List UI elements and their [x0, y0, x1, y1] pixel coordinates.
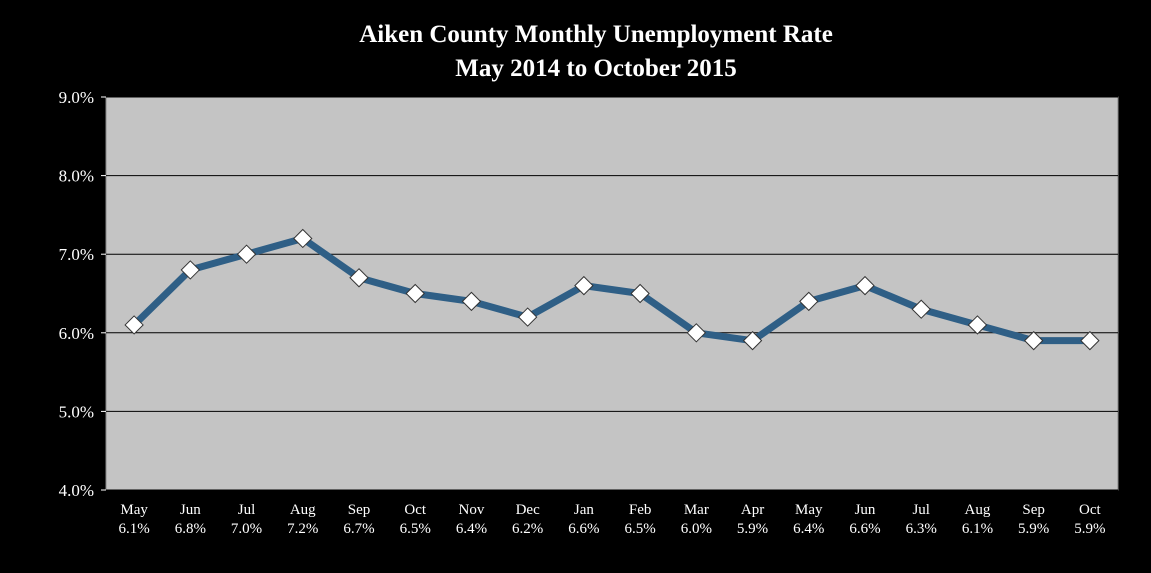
x-tick-label: Sep: [1022, 502, 1045, 518]
x-tick-label: May: [795, 502, 823, 518]
value-label: 6.5%: [624, 521, 655, 537]
marker: [349, 268, 369, 288]
marker: [574, 275, 594, 296]
value-label: 6.0%: [681, 521, 712, 537]
value-label: 6.2%: [512, 521, 543, 537]
plot-area: [105, 96, 1119, 491]
marker: [742, 330, 763, 351]
y-tick-label: 7.0%: [59, 245, 94, 264]
value-label: 6.6%: [568, 521, 599, 537]
marker: [293, 228, 313, 249]
y-tick-label: 9.0%: [59, 88, 94, 107]
x-tick-label: Jun: [180, 502, 201, 518]
marker: [1023, 330, 1044, 351]
marker: [461, 291, 482, 312]
marker: [855, 275, 875, 296]
marker: [799, 291, 819, 312]
x-tick-label: Jun: [855, 502, 876, 518]
x-tick-label: Oct: [1079, 502, 1101, 518]
marker: [180, 260, 201, 280]
value-label: 6.8%: [175, 521, 206, 537]
marker: [405, 283, 425, 304]
marker: [967, 315, 988, 335]
marker: [1080, 330, 1100, 351]
y-tick-label: 8.0%: [59, 167, 94, 186]
x-tick-label: May: [120, 502, 148, 518]
x-tick-label: Aug: [290, 502, 316, 518]
x-tick-label: Sep: [348, 502, 371, 518]
x-tick-label: Oct: [404, 502, 426, 518]
y-tick-label: 4.0%: [59, 481, 94, 500]
x-tick-label: Feb: [629, 502, 652, 518]
value-label: 6.1%: [962, 521, 993, 537]
chart-subtitle: May 2014 to October 2015: [455, 55, 736, 82]
x-tick-label: Dec: [516, 502, 540, 518]
chart-title: Aiken County Monthly Unemployment Rate: [359, 21, 833, 48]
y-tick-label: 5.0%: [59, 402, 94, 421]
value-label: 7.0%: [231, 521, 262, 537]
marker: [236, 244, 257, 264]
value-label: 6.3%: [906, 521, 937, 537]
value-label: 5.9%: [1018, 521, 1049, 537]
marker: [517, 307, 538, 327]
x-tick-label: Jul: [912, 502, 930, 518]
x-tick-label: Mar: [684, 502, 709, 518]
x-tick-label: Apr: [741, 502, 764, 518]
value-label: 6.7%: [343, 521, 374, 537]
x-tick-label: Nov: [459, 502, 485, 518]
x-tick-label: Jul: [238, 502, 256, 518]
marker: [911, 299, 931, 319]
marker: [686, 323, 707, 343]
line: [131, 234, 1090, 345]
value-label: 6.5%: [400, 521, 431, 537]
y-tick-label: 6.0%: [59, 324, 94, 343]
marker: [630, 283, 650, 304]
value-label: 5.9%: [737, 521, 768, 537]
x-tick-label: Jan: [574, 502, 594, 518]
value-label: 6.4%: [456, 521, 487, 537]
value-label: 6.1%: [118, 521, 149, 537]
value-label: 5.9%: [1074, 521, 1105, 537]
marker: [124, 315, 144, 335]
value-label: 6.6%: [849, 521, 880, 537]
value-label: 7.2%: [287, 521, 318, 537]
value-label: 6.4%: [793, 521, 824, 537]
x-tick-label: Aug: [965, 502, 991, 518]
